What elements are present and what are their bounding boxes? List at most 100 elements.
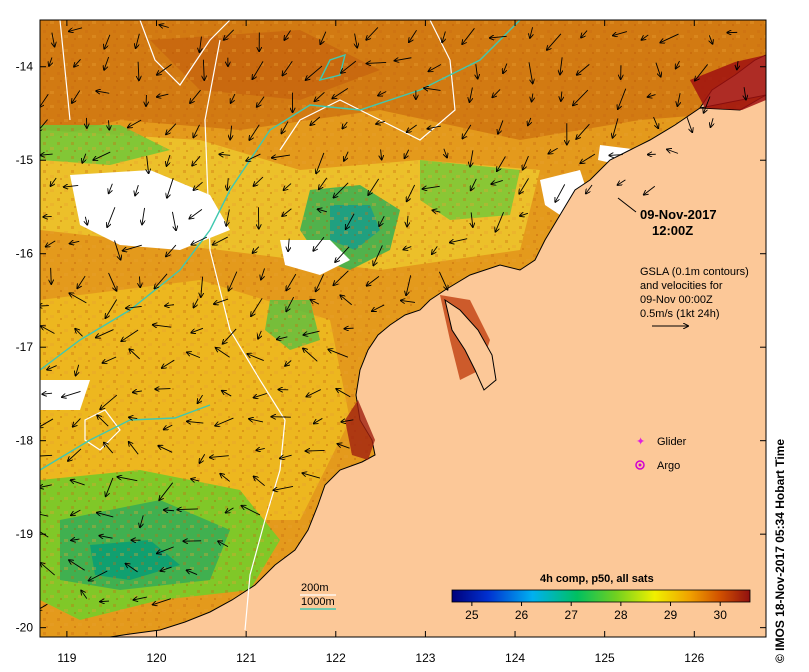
velocity-arrow (257, 96, 265, 107)
velocity-arrow (40, 119, 48, 132)
velocity-arrow (40, 603, 48, 610)
velocity-arrow (491, 179, 503, 184)
velocity-arrow (191, 236, 208, 244)
velocity-arrow (618, 179, 626, 185)
velocity-arrow (285, 360, 292, 365)
velocity-arrow (105, 299, 118, 318)
velocity-arrow (283, 183, 292, 191)
time-label: 12:00Z (652, 223, 693, 238)
velocity-arrow (272, 417, 291, 418)
velocity-arrow (376, 121, 385, 124)
velocity-arrow (199, 36, 201, 53)
velocity-arrow (314, 418, 323, 423)
velocity-arrow (167, 178, 174, 198)
velocity-arrow (695, 64, 708, 80)
velocity-arrow (711, 118, 714, 127)
velocity-arrow (469, 87, 472, 102)
velocity-arrow (346, 213, 355, 229)
lon-tick-label: 124 (505, 651, 525, 665)
velocity-arrow (193, 298, 199, 308)
credit-text: © IMOS 18-Nov-2017 05:34 Hobart Time (773, 439, 787, 663)
colorbar-tick-label: 28 (614, 608, 628, 622)
velocity-arrow (64, 185, 79, 187)
velocity-arrow (128, 119, 142, 127)
velocity-arrow (126, 306, 142, 308)
velocity-arrow (191, 479, 200, 481)
velocity-arrow (215, 417, 234, 426)
lon-tick-label: 119 (57, 651, 76, 665)
velocity-arrow (254, 393, 267, 397)
velocity-arrow (427, 126, 441, 129)
velocity-arrow (126, 564, 138, 573)
velocity-arrow (136, 33, 140, 48)
velocity-arrow (159, 25, 169, 28)
velocity-arrow (303, 348, 318, 362)
velocity-arrow (306, 389, 321, 397)
velocity-arrow (187, 352, 201, 359)
velocity-arrow (187, 421, 204, 423)
velocity-arrow (341, 420, 354, 422)
velocity-arrow (744, 87, 746, 99)
velocity-arrow (74, 59, 81, 66)
velocity-arrow (319, 177, 328, 189)
argo-symbol-icon (635, 460, 645, 470)
lat-tick-label: -15 (16, 153, 34, 167)
velocity-arrow (560, 57, 562, 74)
velocity-arrow (191, 327, 204, 332)
velocity-arrow (253, 246, 260, 253)
velocity-arrow (104, 56, 110, 70)
velocity-arrow (286, 296, 295, 311)
velocity-arrow (342, 121, 348, 129)
velocity-arrow (407, 184, 416, 201)
lon-tick-label: 121 (236, 651, 256, 665)
velocity-arrow (280, 455, 292, 458)
velocity-arrow (655, 62, 661, 77)
velocity-arrow (154, 273, 168, 289)
velocity-arrow (667, 149, 679, 154)
lon-tick-label: 126 (684, 651, 704, 665)
velocity-arrow (81, 591, 88, 599)
velocity-arrow (344, 151, 349, 161)
velocity-arrow (76, 364, 79, 376)
isobath-200m (59, 20, 286, 631)
velocity-arrow (193, 124, 200, 138)
velocity-arrow (226, 209, 230, 225)
velocity-arrow (471, 212, 473, 227)
velocity-arrow (72, 90, 81, 103)
velocity-arrow (403, 247, 412, 250)
velocity-arrow (332, 88, 349, 98)
velocity-arrow (282, 60, 293, 75)
velocity-arrow (497, 156, 506, 172)
velocity-arrow (580, 153, 596, 163)
velocity-arrow (492, 89, 501, 97)
velocity-arrow (71, 509, 81, 515)
velocity-arrow (495, 212, 504, 232)
velocity-arrow (69, 560, 85, 571)
velocity-arrow (395, 58, 412, 61)
velocity-arrow (286, 273, 297, 290)
velocity-arrow (190, 89, 201, 103)
velocity-arrow (272, 155, 291, 158)
velocity-arrow (373, 245, 383, 265)
velocity-arrow (642, 34, 649, 40)
velocity-arrow (158, 446, 173, 453)
velocity-arrow (210, 456, 229, 458)
velocity-arrow (252, 61, 264, 79)
lon-tick-label: 123 (415, 651, 435, 665)
velocity-arrow (216, 348, 230, 358)
velocity-arrow (422, 186, 440, 189)
credit-strip: © IMOS 18-Nov-2017 05:34 Hobart Time (773, 439, 787, 663)
velocity-arrow (99, 536, 113, 539)
velocity-arrow (42, 393, 53, 394)
velocity-arrow (40, 306, 49, 307)
velocity-arrows (40, 25, 746, 610)
velocity-arrow (68, 448, 82, 461)
velocity-arrow (528, 117, 531, 125)
velocity-arrow (450, 238, 468, 243)
velocity-arrow (405, 149, 410, 159)
velocity-arrow (273, 485, 294, 490)
velocity-arrow (73, 418, 81, 427)
velocity-arrow (316, 274, 325, 291)
velocity-arrow (164, 424, 173, 429)
